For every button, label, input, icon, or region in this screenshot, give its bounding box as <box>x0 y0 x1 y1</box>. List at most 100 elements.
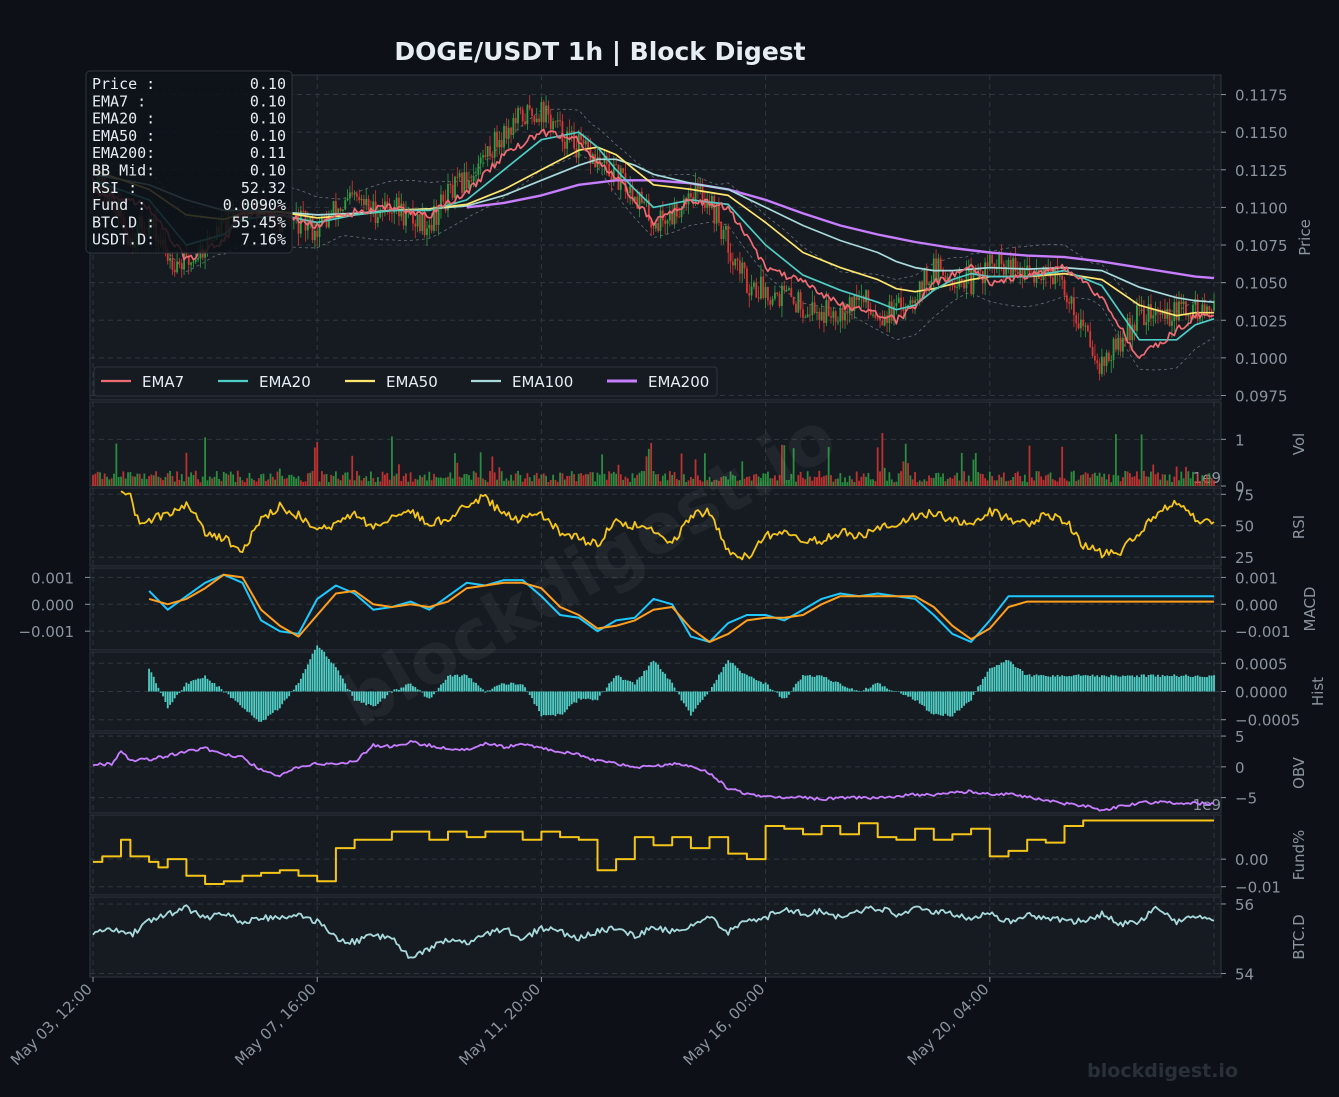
candle-body <box>1098 363 1101 374</box>
volume-bar <box>1044 475 1047 486</box>
volume-bar <box>327 482 330 486</box>
volume-bar <box>846 482 849 486</box>
candle-body <box>426 228 428 235</box>
candle-body <box>1058 275 1061 277</box>
hist-bar <box>309 659 312 692</box>
candle-body <box>811 302 814 316</box>
hist-bar <box>1040 674 1043 692</box>
volume-bar <box>1157 472 1159 486</box>
volume-bar <box>468 475 470 486</box>
candle-body <box>781 285 783 307</box>
volume-bar <box>631 473 634 486</box>
hist-bar <box>727 660 730 692</box>
hist-bar <box>363 691 365 703</box>
hist-bar <box>909 691 912 697</box>
hist-bar <box>1037 675 1040 692</box>
hist-bar <box>197 678 199 692</box>
hist-bar <box>190 681 192 692</box>
volume-bar <box>234 481 237 486</box>
volume-bar <box>1063 478 1066 486</box>
candle-body <box>566 131 568 149</box>
candle-body <box>909 300 912 306</box>
volume-bar <box>986 480 989 486</box>
hist-bar <box>1173 674 1176 692</box>
hist-bar <box>155 683 157 692</box>
hist-bar <box>823 676 825 692</box>
candle-body <box>729 252 732 262</box>
price-y-tick-label: 0.1025 <box>1235 312 1288 330</box>
volume-bar <box>215 471 218 486</box>
volume-bar <box>687 480 690 486</box>
hist-bar <box>1096 675 1099 692</box>
info-value: 0.10 <box>250 162 286 180</box>
volume-bar <box>881 432 884 486</box>
hist-bar <box>1021 670 1024 692</box>
obv-frame <box>89 732 1222 814</box>
candle-body <box>591 154 594 164</box>
hist-bar <box>1182 675 1185 692</box>
hist-bar <box>783 691 786 699</box>
candle-body <box>598 157 601 164</box>
candle-body <box>1007 259 1010 267</box>
candle-body <box>1103 356 1106 366</box>
hist-bar <box>762 683 765 692</box>
volume-bar <box>930 477 933 486</box>
hist-bar <box>561 691 564 715</box>
hist-bar <box>925 691 928 711</box>
volume-bar <box>844 477 846 486</box>
candle-body <box>678 216 681 218</box>
hist-bar <box>687 691 690 711</box>
volume-bar <box>232 474 235 486</box>
volume-bar <box>902 461 905 486</box>
volume-bar <box>458 476 461 486</box>
info-label: EMA200: <box>92 144 155 162</box>
hist-bar <box>405 684 407 692</box>
hist-bar <box>816 675 818 692</box>
volume-bar <box>274 479 277 486</box>
hist-bar <box>1161 674 1164 692</box>
volume-bar <box>386 472 389 486</box>
hist-bar <box>183 686 185 692</box>
hist-bar <box>949 691 951 717</box>
candle-body <box>391 212 393 214</box>
hist-bar <box>900 691 902 694</box>
hist-bar <box>722 666 725 692</box>
hist-y-tick-label: 0.0000 <box>1235 684 1288 702</box>
candle-body <box>1168 308 1171 326</box>
btcd-frame <box>89 896 1222 978</box>
hist-bar <box>851 688 853 692</box>
volume-y-tick-label: 1 <box>1235 431 1245 449</box>
candle-body <box>984 262 987 284</box>
candle-body <box>505 125 508 139</box>
panel-macd: 0.001 0.000 −0.001 0.001 0.000 −0.001 MACD <box>18 567 1319 651</box>
volume-bar <box>577 473 580 486</box>
obv-ylabel: OBV <box>1290 756 1308 789</box>
info-value: 0.10 <box>250 75 286 93</box>
candle-body <box>313 230 316 241</box>
candle-body <box>507 127 510 139</box>
volume-bar <box>594 481 597 486</box>
obv-line <box>92 740 1215 812</box>
candle-body <box>325 218 328 228</box>
volume-bar <box>601 454 604 486</box>
hist-bar <box>685 691 688 707</box>
volume-bar <box>136 473 139 486</box>
hist-bar <box>570 691 573 705</box>
candle-body <box>1171 321 1173 326</box>
candle-body <box>883 315 886 326</box>
chart-title: DOGE/USDT 1h | Block Digest <box>394 37 805 66</box>
volume-bar <box>767 471 769 486</box>
hist-bar <box>580 691 583 700</box>
btcd-y-tick-label: 56 <box>1235 896 1254 914</box>
candle-body <box>988 254 991 267</box>
volume-bar <box>442 478 445 486</box>
volume-ylabel: Vol <box>1290 433 1308 455</box>
candle-body <box>1112 338 1115 360</box>
volume-bar <box>584 473 587 486</box>
hist-bar <box>535 691 538 707</box>
volume-bar <box>498 467 501 486</box>
hist-bar <box>218 686 221 692</box>
hist-bars <box>148 645 1215 722</box>
volume-bar <box>666 480 669 486</box>
